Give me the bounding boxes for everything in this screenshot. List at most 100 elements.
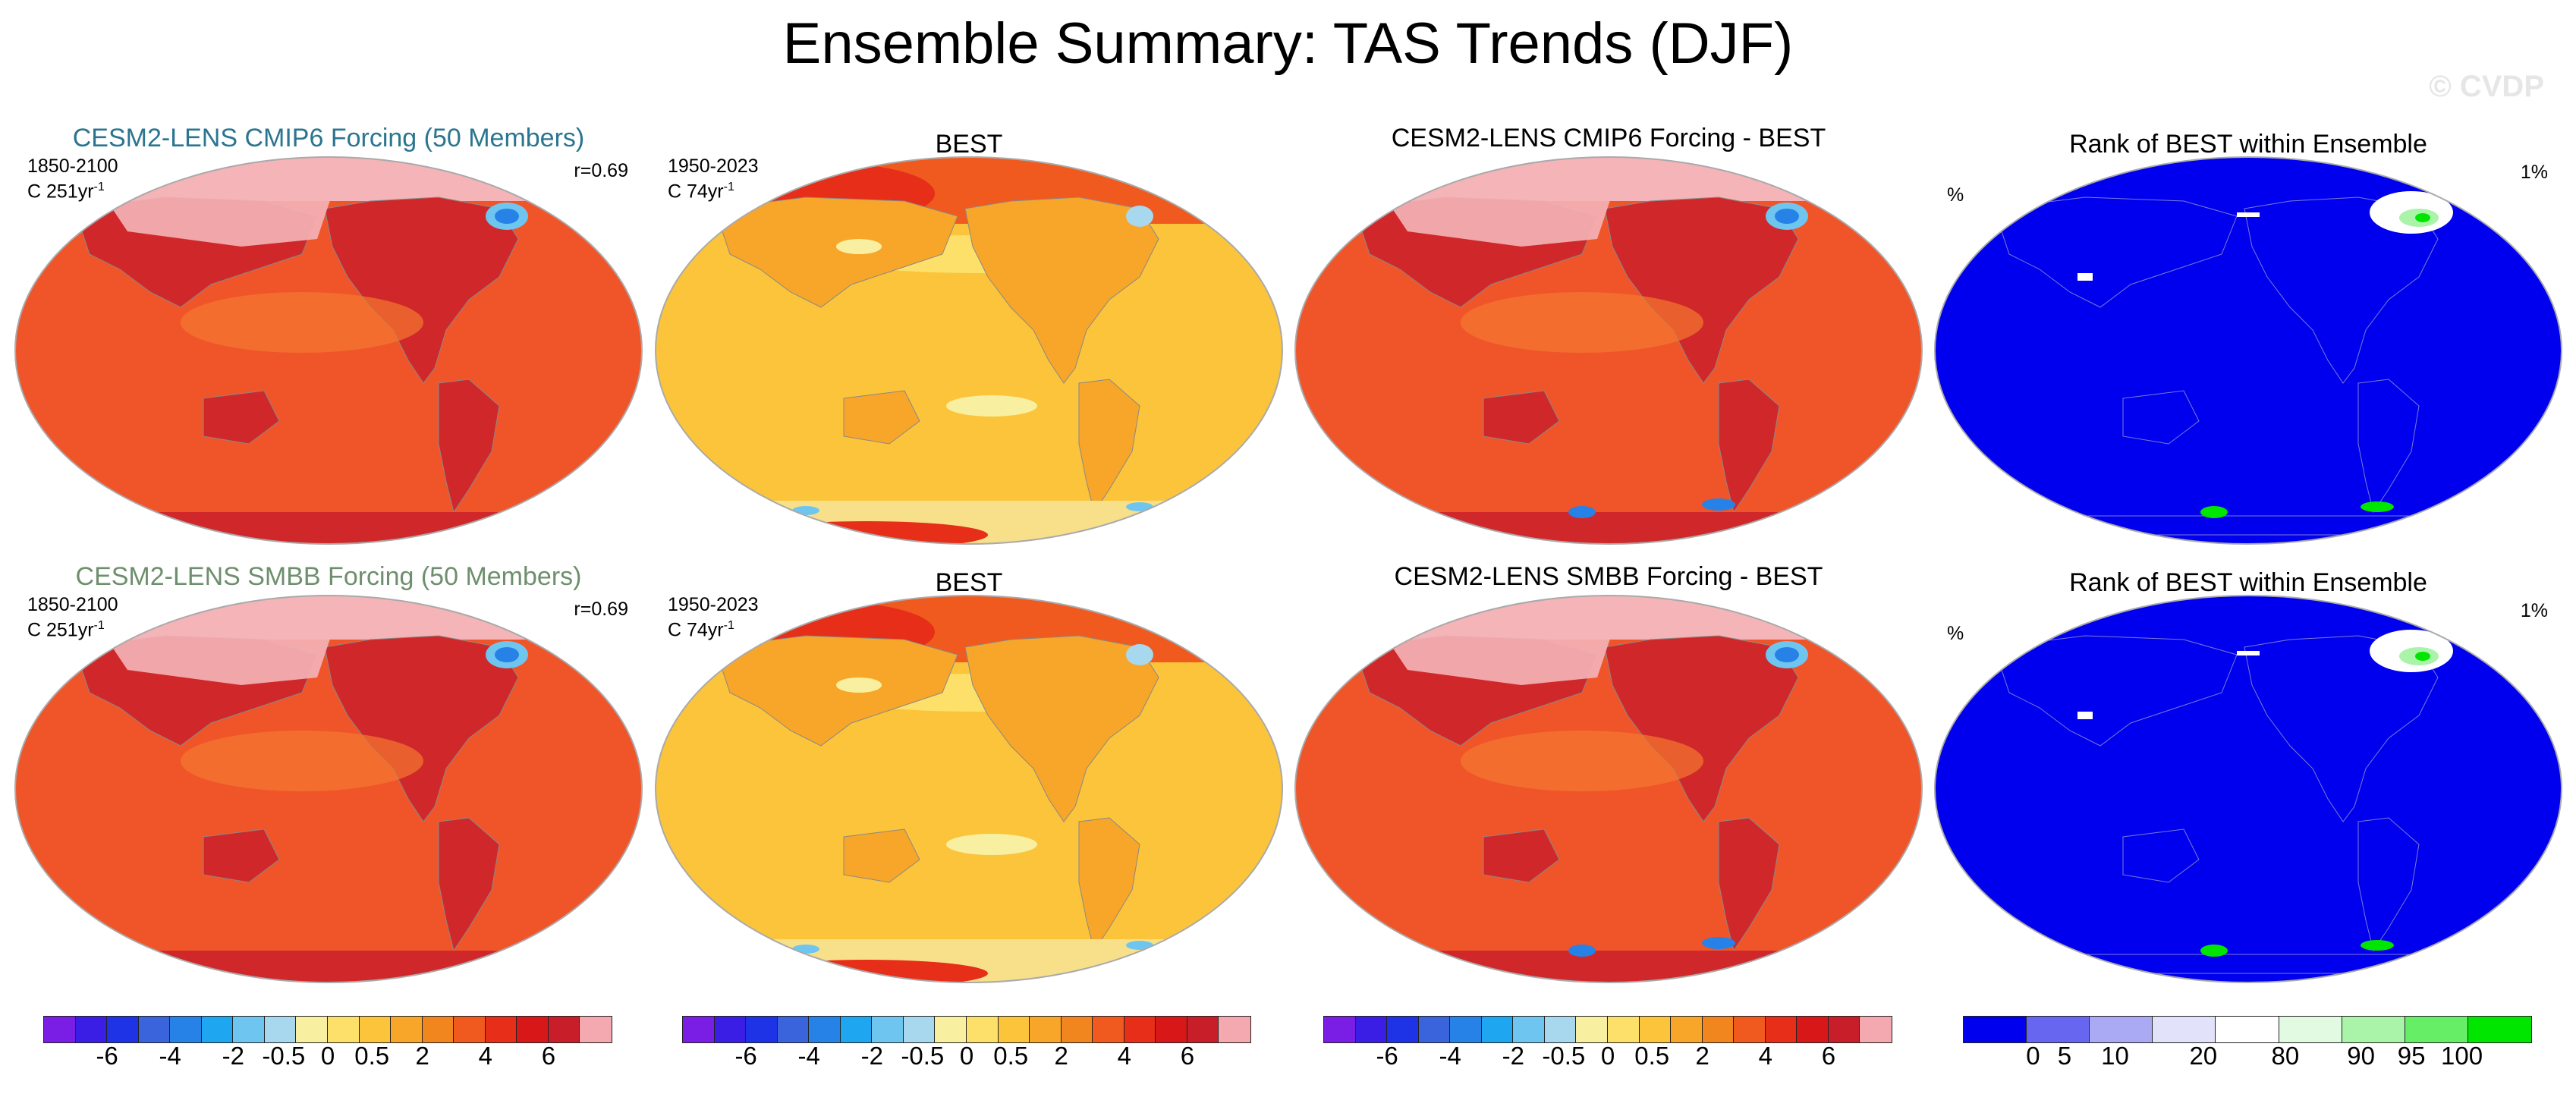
colorbar-cell xyxy=(1417,1016,1452,1043)
period-text: 1850-2100 xyxy=(27,594,118,615)
colorbar-cell xyxy=(516,1016,549,1043)
colorbar-cell xyxy=(1354,1016,1389,1043)
world-map-rank xyxy=(1934,156,2562,545)
colorbar-tick-label: -4 xyxy=(797,1042,820,1070)
colorbar-cell xyxy=(1543,1016,1577,1043)
panel-period-label: 1950-2023 C 74yr-1 xyxy=(668,156,759,202)
world-map-best xyxy=(655,595,1283,983)
trend-colorbar xyxy=(1323,1016,1892,1043)
units-exponent: -1 xyxy=(93,619,105,632)
colorbar-cell xyxy=(682,1016,716,1043)
colorbar-cell xyxy=(74,1016,109,1043)
panel-title: CESM2-LENS SMBB Forcing - BEST xyxy=(1394,562,1823,591)
colorbar-tick-label: -0.5 xyxy=(262,1042,306,1070)
panel-title: CESM2-LENS SMBB Forcing (50 Members) xyxy=(75,562,582,591)
colorbar-cell xyxy=(453,1016,486,1043)
units-text: C 74yr xyxy=(668,619,724,641)
colorbar-cell xyxy=(1449,1016,1483,1043)
panel-title: BEST xyxy=(935,130,1003,159)
colorbar-cell xyxy=(1607,1016,1640,1043)
colorbar-cell xyxy=(902,1016,936,1043)
colorbar-tick-label: 0.5 xyxy=(993,1042,1029,1070)
panel-title: CESM2-LENS CMIP6 Forcing - BEST xyxy=(1391,124,1826,152)
colorbar-cell xyxy=(1218,1016,1251,1043)
colorbar-cell xyxy=(966,1016,999,1043)
trend-colorbar xyxy=(43,1016,612,1043)
colorbar-cell xyxy=(776,1016,810,1043)
watermark: © CVDP xyxy=(2429,70,2544,103)
colorbar-tick-label: -2 xyxy=(860,1042,883,1070)
colorbar-tick-label: -6 xyxy=(1376,1042,1398,1070)
colorbar-cell xyxy=(2404,1016,2469,1043)
map-panel-best: BEST 1950-2023 C 74yr-1 xyxy=(654,556,1284,983)
colorbar-cell xyxy=(327,1016,360,1043)
colorbar-tick-label: -2 xyxy=(222,1042,244,1070)
colorbar-cell xyxy=(1827,1016,1861,1043)
colorbar-cell xyxy=(421,1016,455,1043)
colorbar-tick-label: 0 xyxy=(1600,1042,1615,1070)
map-panel-ensemble: CESM2-LENS SMBB Forcing (50 Members) 1850… xyxy=(14,556,643,983)
colorbar-cell xyxy=(1764,1016,1798,1043)
colorbar-cell xyxy=(1796,1016,1829,1043)
colorbar-cell xyxy=(1323,1016,1357,1043)
world-map-difference xyxy=(1294,156,1923,545)
colorbar-tick-label: 0.5 xyxy=(1634,1042,1670,1070)
colorbar-cell xyxy=(1186,1016,1220,1043)
colorbar-cell xyxy=(579,1016,612,1043)
colorbar-cell xyxy=(2089,1016,2154,1043)
world-map-best xyxy=(655,156,1283,545)
colorbar-cell xyxy=(2152,1016,2217,1043)
colorbar-cell xyxy=(358,1016,392,1043)
colorbar-cell xyxy=(808,1016,841,1043)
colorbar-cell xyxy=(1733,1016,1766,1043)
colorbar-cell xyxy=(2341,1016,2406,1043)
panel-title: Rank of BEST within Ensemble xyxy=(2069,568,2427,597)
colorbar-tick-label: -4 xyxy=(159,1042,181,1070)
colorbar-cell xyxy=(997,1016,1031,1043)
period-text: % xyxy=(1947,184,1964,206)
units-text: C 74yr xyxy=(668,181,724,203)
correlation-label: r=0.69 xyxy=(574,599,628,620)
units-text: C 251yr xyxy=(27,619,94,641)
colorbar-tick-label: 4 xyxy=(478,1042,492,1070)
colorbar-tick-label: 20 xyxy=(2189,1042,2218,1070)
colorbar-tick-label: -6 xyxy=(734,1042,757,1070)
units-exponent: -1 xyxy=(723,181,734,193)
units-text: C 251yr xyxy=(27,181,94,203)
colorbar-cell xyxy=(934,1016,967,1043)
trend-colorbar xyxy=(682,1016,1251,1043)
panel-title: Rank of BEST within Ensemble xyxy=(2069,130,2427,159)
colorbar-tick-label: 2 xyxy=(1695,1042,1709,1070)
colorbar-cell xyxy=(713,1016,747,1043)
colorbar-cell xyxy=(137,1016,171,1043)
colorbar-cell xyxy=(2215,1016,2280,1043)
colorbar-cell xyxy=(2278,1016,2343,1043)
world-map-ensemble xyxy=(14,595,643,983)
correlation-label: r=0.69 xyxy=(574,160,628,181)
colorbar-cell xyxy=(484,1016,518,1043)
colorbar-cell xyxy=(1512,1016,1546,1043)
colorbar-cell xyxy=(200,1016,234,1043)
colorbar-tick-label: 0 xyxy=(959,1042,974,1070)
map-panel-ensemble: CESM2-LENS CMIP6 Forcing (50 Members) 185… xyxy=(14,118,643,545)
panel-title: CESM2-LENS CMIP6 Forcing (50 Members) xyxy=(72,124,585,152)
colorbar-tick-label: 90 xyxy=(2347,1042,2375,1070)
colorbar-cell xyxy=(1859,1016,1892,1043)
colorbar-cell xyxy=(547,1016,581,1043)
colorbar-cell xyxy=(1962,1016,2028,1043)
colorbar-cell xyxy=(263,1016,297,1043)
colorbar-tick-label: 4 xyxy=(1758,1042,1772,1070)
colorbar-tick-label: -6 xyxy=(96,1042,118,1070)
colorbar-cell xyxy=(1155,1016,1188,1043)
period-text: 1950-2023 xyxy=(668,156,759,177)
world-map-ensemble xyxy=(14,156,643,545)
colorbar-cell xyxy=(1701,1016,1735,1043)
colorbar-tick-label: 6 xyxy=(1821,1042,1836,1070)
map-panel-rank: Rank of BEST within Ensemble% 1% xyxy=(1933,556,2563,983)
colorbar-tick-label: 6 xyxy=(1180,1042,1195,1070)
colorbar-cell xyxy=(2467,1016,2532,1043)
colorbar-cell xyxy=(295,1016,329,1043)
panel-period-label: 1950-2023 C 74yr-1 xyxy=(668,594,759,640)
panel-title: BEST xyxy=(935,568,1003,597)
colorbar-cell xyxy=(1092,1016,1125,1043)
